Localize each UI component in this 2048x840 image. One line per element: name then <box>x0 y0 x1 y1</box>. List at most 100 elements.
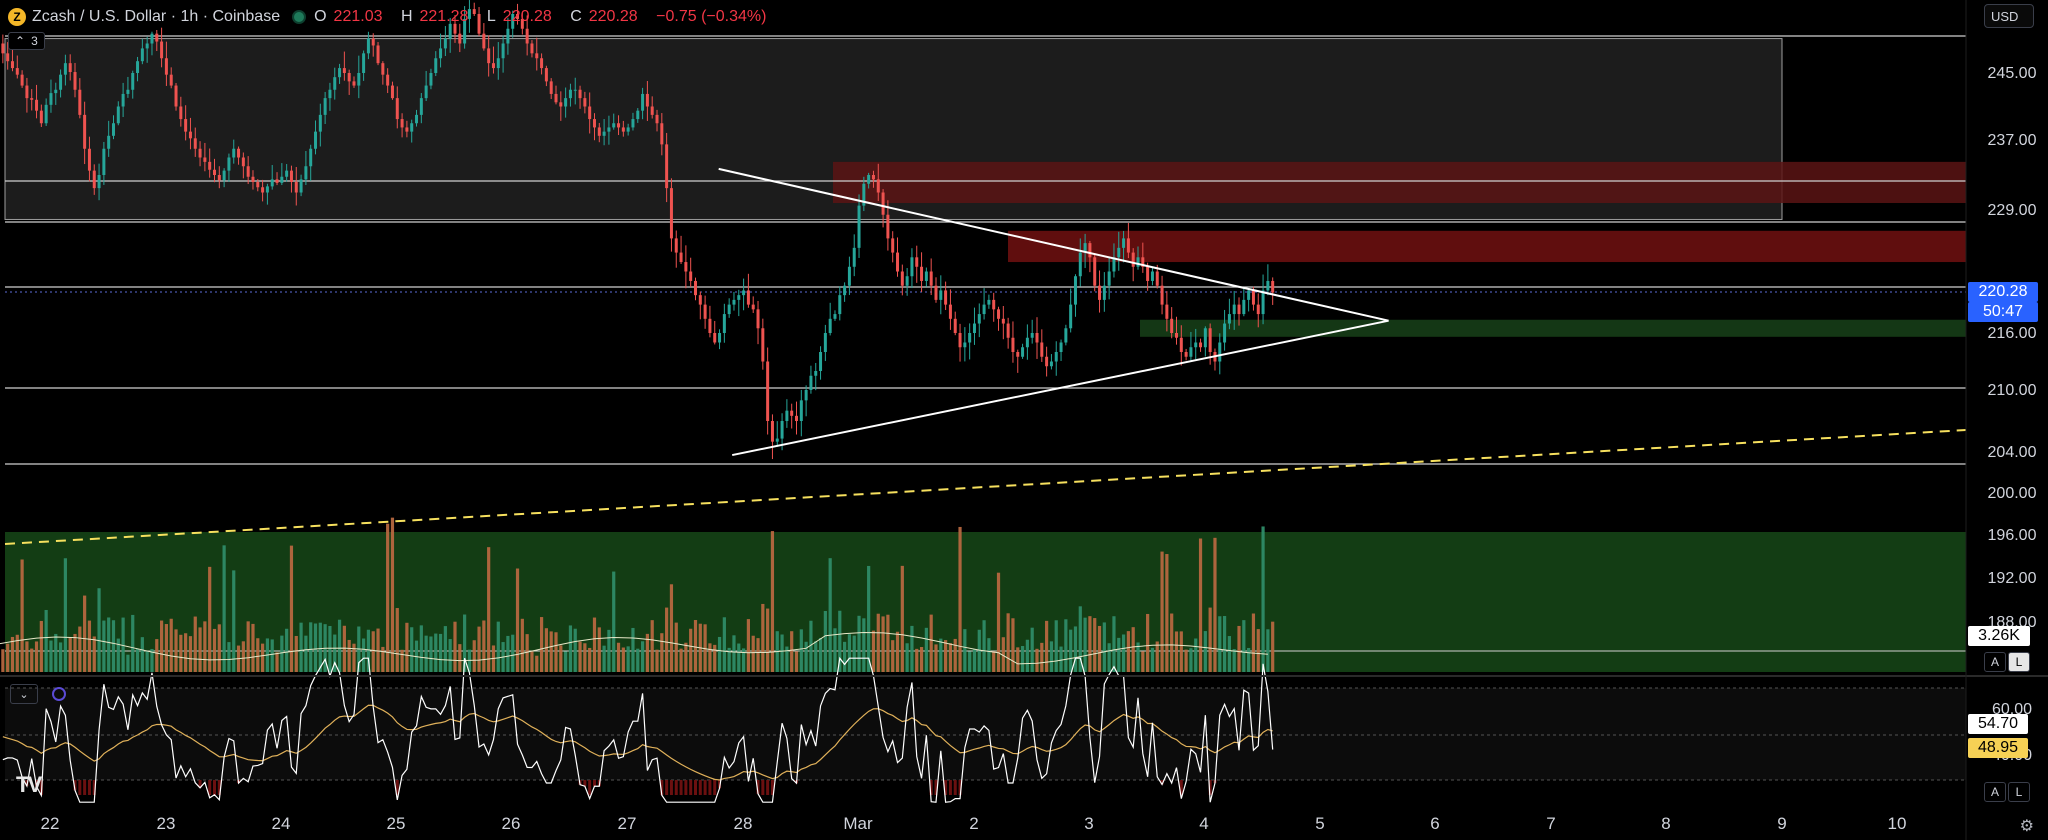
volume-bar <box>438 633 443 672</box>
currency-selector[interactable]: USD <box>1984 4 2034 28</box>
time-tick-label: 8 <box>1661 814 1670 833</box>
auto-scale-button[interactable]: A <box>1984 652 2006 672</box>
candle-body <box>828 318 832 333</box>
candle-body <box>1112 257 1116 272</box>
volume-bar <box>578 641 582 672</box>
candle-body <box>1170 318 1174 333</box>
volume-bar <box>708 643 712 672</box>
time-tick-label: 10 <box>1888 814 1907 833</box>
volume-bar <box>63 558 67 672</box>
last-price-label: 220.28 <box>1968 282 2038 302</box>
candle-body <box>241 157 245 167</box>
volume-bar <box>270 639 274 672</box>
volume-bar <box>241 641 245 672</box>
volume-bar <box>159 620 164 672</box>
volume-bar <box>746 619 751 672</box>
volume-bar <box>655 649 659 672</box>
indicators-collapse-button[interactable]: ⌃ 3 <box>8 32 45 50</box>
candle-body <box>323 98 327 115</box>
volume-bar <box>434 633 438 672</box>
candle-body <box>727 304 731 315</box>
rsi-log-scale-button[interactable]: L <box>2008 782 2030 802</box>
candle-body <box>1160 285 1164 305</box>
volume-bar <box>87 620 92 672</box>
candle-body <box>1025 337 1029 348</box>
volume-bar <box>1155 641 1159 672</box>
volume-bar <box>44 609 48 672</box>
rsi-indicator-icon[interactable] <box>52 687 66 701</box>
volume-bar <box>919 647 924 672</box>
candle-body <box>15 68 19 75</box>
volume-bar <box>482 620 486 672</box>
log-scale-button[interactable]: L <box>2008 652 2030 672</box>
volume-bar <box>251 623 255 672</box>
volume-bar <box>1073 626 1078 672</box>
volume-bar <box>588 647 592 672</box>
volume-bar <box>1131 627 1135 672</box>
chevron-down-icon[interactable]: ⌄ <box>10 684 38 704</box>
volume-bar <box>410 627 414 672</box>
volume-bar <box>833 628 837 672</box>
volume-bar <box>972 649 977 672</box>
volume-bar <box>1136 642 1140 672</box>
volume-bar <box>852 635 856 672</box>
demand-zone-small <box>1140 319 1966 337</box>
volume-bar <box>337 619 342 672</box>
volume-bar <box>780 634 784 672</box>
volume-bar <box>1097 625 1102 672</box>
open-value: 221.03 <box>333 8 383 25</box>
volume-bar <box>958 526 962 672</box>
volume-bars <box>1 517 1275 672</box>
volume-bar <box>448 639 452 672</box>
time-tick-label: 28 <box>734 814 753 833</box>
candle-body <box>795 415 799 421</box>
candle-body <box>732 299 736 305</box>
volume-bar <box>1213 537 1217 672</box>
gear-icon[interactable]: ⚙ <box>2019 818 2034 835</box>
candle-body <box>294 182 298 193</box>
volume-bar <box>1093 618 1097 672</box>
candle-body <box>862 183 866 206</box>
candle-body <box>766 361 770 421</box>
candle-body <box>280 176 284 183</box>
volume-bar <box>674 622 678 672</box>
volume-bar <box>511 634 515 672</box>
candle-body <box>20 74 24 86</box>
candle-body <box>261 187 265 193</box>
candle-body <box>987 299 991 305</box>
candle-body <box>1006 323 1010 338</box>
volume-bar <box>15 634 19 672</box>
volume-bar <box>689 628 693 672</box>
symbol-title[interactable]: Zcash / U.S. Dollar · 1h · Coinbase <box>32 8 281 25</box>
volume-bar <box>621 647 625 672</box>
candle-body <box>39 110 43 124</box>
candle-body <box>203 157 207 162</box>
volume-bar <box>823 610 827 672</box>
volume-bar <box>717 636 722 672</box>
volume-bar <box>477 626 481 672</box>
candle-body <box>217 175 221 181</box>
volume-bar <box>1227 636 1231 672</box>
candle-body <box>573 89 577 91</box>
triangle-lower-line <box>731 319 1389 457</box>
candle-body <box>6 53 10 62</box>
volume-bar <box>140 637 144 672</box>
volume-bar <box>1218 616 1222 672</box>
volume-bar <box>891 640 895 672</box>
candle-body <box>1021 347 1025 357</box>
zcash-coin-icon: Z <box>8 8 26 26</box>
volume-bar <box>25 641 29 672</box>
candle-body <box>847 266 851 286</box>
volume-bar <box>722 617 726 672</box>
candle-body <box>674 238 678 253</box>
candle-body <box>318 114 322 132</box>
candle-body <box>655 114 659 124</box>
candle-body <box>1122 238 1126 248</box>
tradingview-logo[interactable]: TV <box>16 772 42 797</box>
volume-bar <box>616 642 621 672</box>
candle-body <box>1069 304 1073 329</box>
rsi-auto-scale-button[interactable]: A <box>1984 782 2006 802</box>
candle-body <box>1199 342 1203 348</box>
volume-bar <box>371 631 375 672</box>
